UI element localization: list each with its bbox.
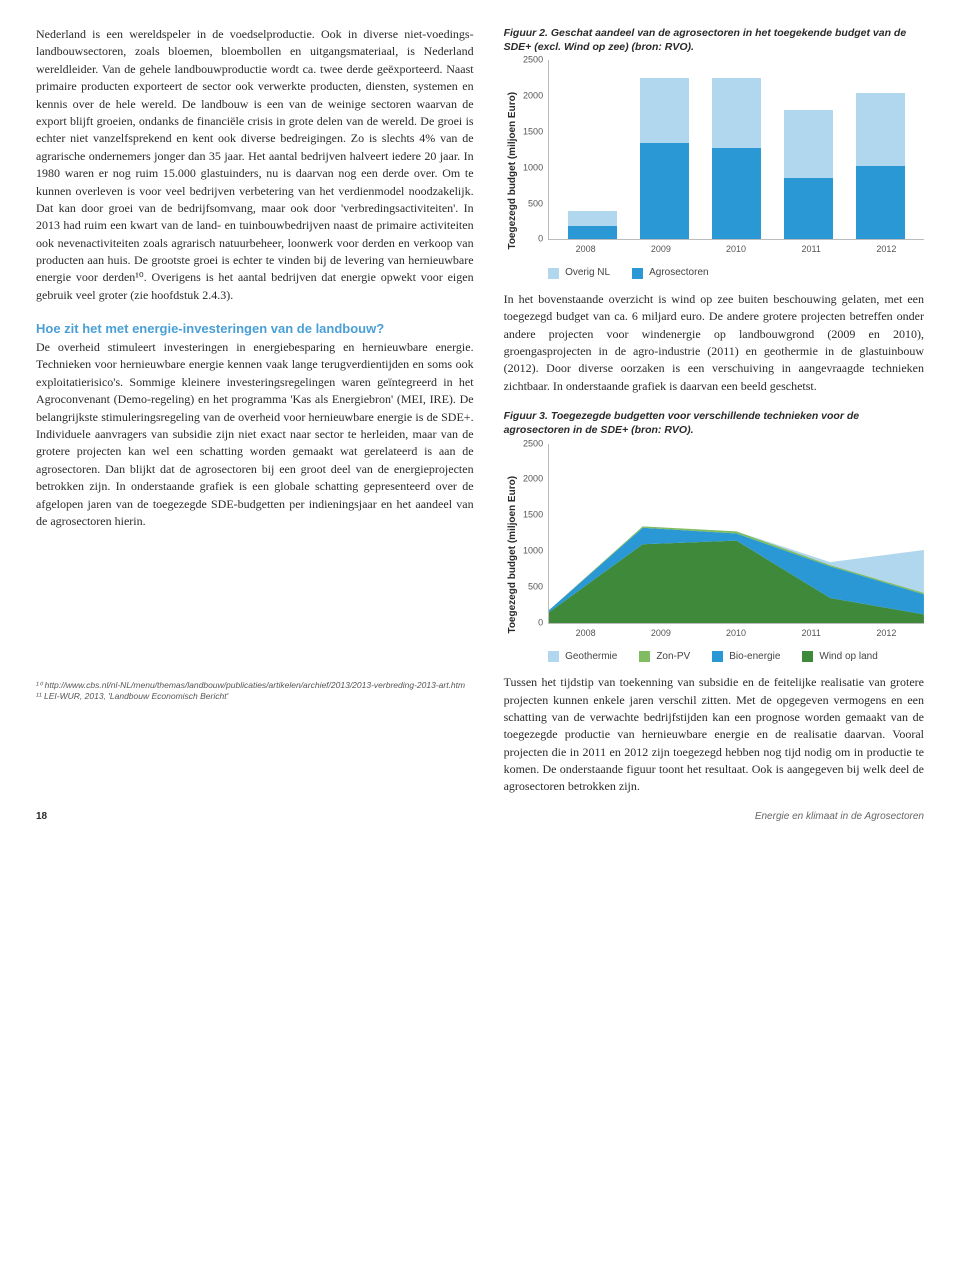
x-tick-label: 2008 bbox=[548, 627, 623, 640]
paragraph-after-figure-3: Tussen het tijdstip van toekenning van s… bbox=[504, 674, 924, 796]
bar-segment-agro bbox=[640, 143, 689, 240]
bar-segment-agro bbox=[856, 166, 905, 239]
footnotes: ¹⁰ http://www.cbs.nl/nl-NL/menu/themas/l… bbox=[36, 680, 474, 702]
legend-swatch bbox=[632, 268, 643, 279]
figure-3-y-axis-label: Toegezegd budget (miljoen Euro) bbox=[504, 444, 521, 665]
footnote-10: ¹⁰ http://www.cbs.nl/nl-NL/menu/themas/l… bbox=[36, 680, 474, 691]
bar-segment-agro bbox=[712, 148, 761, 240]
y-tick-label: 2000 bbox=[523, 90, 543, 103]
bar-segment-agro bbox=[568, 226, 617, 239]
legend-swatch bbox=[712, 651, 723, 662]
legend-item: Agrosectoren bbox=[632, 266, 708, 281]
x-tick-label: 2010 bbox=[698, 627, 773, 640]
footnote-11: ¹¹ LEI-WUR, 2013, 'Landbouw Economisch B… bbox=[36, 691, 474, 702]
legend-swatch bbox=[639, 651, 650, 662]
figure-2-bar-chart: Toegezegd budget (miljoen Euro) 0 500 1000… bbox=[504, 60, 924, 281]
legend-item: Geothermie bbox=[548, 650, 617, 665]
legend-swatch bbox=[548, 268, 559, 279]
y-tick-label: 500 bbox=[528, 580, 543, 593]
paragraph-after-figure-2: In het bovenstaande overzicht is wind op… bbox=[504, 291, 924, 395]
x-tick-label: 2009 bbox=[623, 627, 698, 640]
y-tick-label: 0 bbox=[538, 233, 543, 246]
legend-item: Overig NL bbox=[548, 266, 610, 281]
legend-item: Zon-PV bbox=[639, 650, 690, 665]
x-tick-label: 2011 bbox=[774, 627, 849, 640]
y-tick-label: 500 bbox=[528, 197, 543, 210]
bar-segment-overig bbox=[712, 78, 761, 147]
bar-segment-overig bbox=[784, 110, 833, 178]
bar-group bbox=[773, 60, 845, 239]
legend-label: Overig NL bbox=[565, 266, 610, 281]
legend-label: Bio-energie bbox=[729, 650, 780, 665]
x-tick-label: 2012 bbox=[849, 243, 924, 256]
right-column: Figuur 2. Geschat aandeel van de agrosec… bbox=[504, 26, 924, 796]
y-tick-label: 0 bbox=[538, 616, 543, 629]
bar-group bbox=[629, 60, 701, 239]
bar-segment-overig bbox=[640, 78, 689, 142]
figure-3-caption: Figuur 3. Toegezegde budgetten voor vers… bbox=[504, 409, 924, 437]
x-tick-label: 2010 bbox=[698, 243, 773, 256]
y-tick-label: 1000 bbox=[523, 544, 543, 557]
page-footer: 18 Energie en klimaat in de Agrosectoren bbox=[36, 810, 924, 825]
x-tick-label: 2009 bbox=[623, 243, 698, 256]
legend-label: Zon-PV bbox=[656, 650, 690, 665]
figure-2-caption: Figuur 2. Geschat aandeel van de agrosec… bbox=[504, 26, 924, 54]
bar-group bbox=[845, 60, 917, 239]
legend-item: Wind op land bbox=[802, 650, 877, 665]
figure-3-area-chart: Toegezegd budget (miljoen Euro) 0 500 1000… bbox=[504, 444, 924, 665]
section-heading-energy-invest: Hoe zit het met energie-investeringen va… bbox=[36, 320, 474, 339]
x-tick-label: 2008 bbox=[548, 243, 623, 256]
legend-swatch bbox=[802, 651, 813, 662]
bar-group bbox=[557, 60, 629, 239]
energy-invest-paragraph: De overheid stimuleert investeringen in … bbox=[36, 339, 474, 530]
y-tick-label: 2500 bbox=[523, 54, 543, 67]
x-tick-label: 2011 bbox=[774, 243, 849, 256]
left-column: Nederland is een wereldspeler in de voed… bbox=[36, 26, 474, 796]
y-tick-label: 1000 bbox=[523, 161, 543, 174]
bar-segment-overig bbox=[856, 93, 905, 167]
y-tick-label: 1500 bbox=[523, 509, 543, 522]
legend-swatch bbox=[548, 651, 559, 662]
bar-group bbox=[701, 60, 773, 239]
y-tick-label: 2500 bbox=[523, 437, 543, 450]
legend-item: Bio-energie bbox=[712, 650, 780, 665]
bar-segment-agro bbox=[784, 178, 833, 239]
y-tick-label: 2000 bbox=[523, 473, 543, 486]
legend-label: Wind op land bbox=[819, 650, 877, 665]
y-tick-label: 1500 bbox=[523, 125, 543, 138]
legend-label: Agrosectoren bbox=[649, 266, 708, 281]
legend-label: Geothermie bbox=[565, 650, 617, 665]
page-number: 18 bbox=[36, 810, 47, 825]
bar-segment-overig bbox=[568, 211, 617, 227]
document-title: Energie en klimaat in de Agrosectoren bbox=[755, 810, 924, 825]
intro-paragraph: Nederland is een wereldspeler in de voed… bbox=[36, 26, 474, 304]
x-tick-label: 2012 bbox=[849, 627, 924, 640]
figure-2-y-axis-label: Toegezegd budget (miljoen Euro) bbox=[504, 60, 521, 281]
